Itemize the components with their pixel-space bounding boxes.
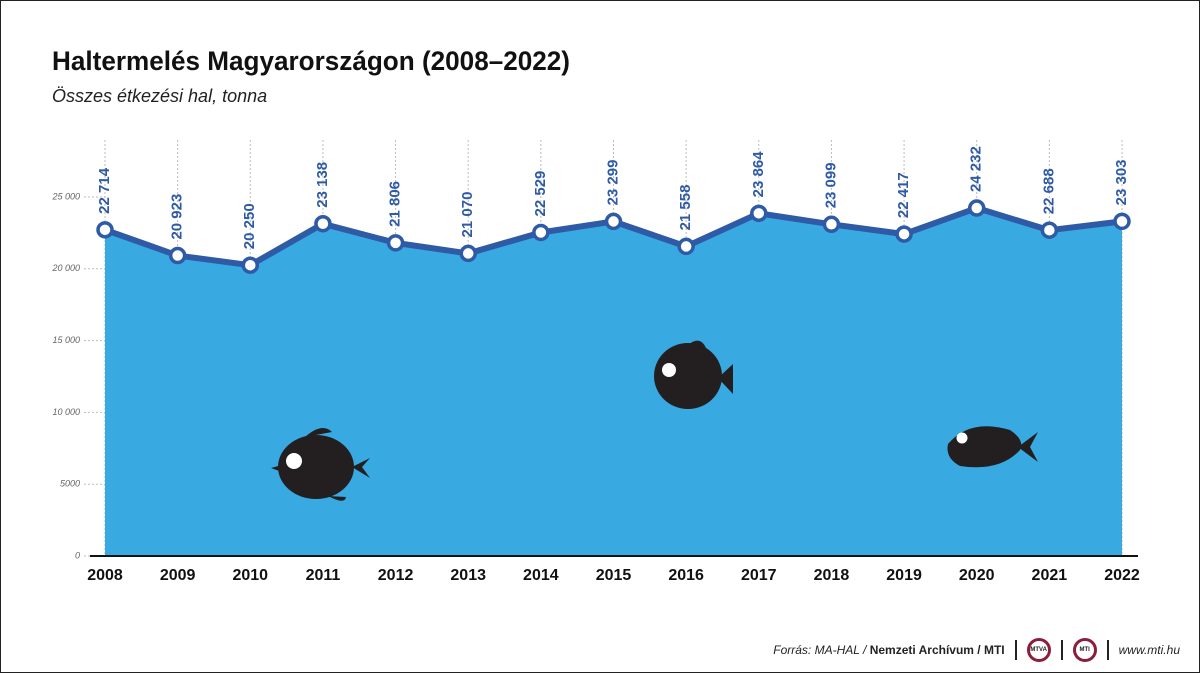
chart: Haltermelés Magyarországon (2008–2022) Ö… xyxy=(51,46,1140,584)
x-tick-label: 2013 xyxy=(450,567,486,584)
point xyxy=(604,212,623,231)
x-tick-label: 2014 xyxy=(523,567,559,584)
point xyxy=(677,237,695,256)
value-label: 23 303 xyxy=(1113,159,1130,205)
value-label: 23 864 xyxy=(750,151,767,198)
footer: Forrás: MA-HAL / Nemzeti Archívum / MTI … xyxy=(600,636,1180,664)
x-tick-label: 2016 xyxy=(668,567,704,584)
value-label: 23 138 xyxy=(314,162,331,208)
x-tick-label: 2011 xyxy=(306,567,341,584)
x-tick-label: 2018 xyxy=(814,567,850,584)
separator xyxy=(1060,640,1063,660)
value-label: 20 923 xyxy=(169,194,186,240)
value-label: 23 299 xyxy=(604,160,621,206)
point xyxy=(750,204,768,223)
point xyxy=(459,244,477,263)
value-label: 21 806 xyxy=(387,181,404,227)
value-label: 21 070 xyxy=(459,192,476,238)
y-tick-label: 5000 xyxy=(60,479,80,489)
x-tick-label: 2020 xyxy=(959,567,995,584)
value-label: 21 558 xyxy=(677,185,694,231)
x-tick-label: 2012 xyxy=(378,567,414,584)
value-label: 22 714 xyxy=(96,167,113,214)
x-tick-label: 2022 xyxy=(1104,567,1140,584)
chart-title: Haltermelés Magyarországon (2008–2022) xyxy=(52,46,570,76)
point xyxy=(822,215,841,234)
x-tick-label: 2017 xyxy=(741,567,777,584)
logo: MTI xyxy=(1072,638,1097,662)
point xyxy=(967,199,986,217)
fish-decoration xyxy=(271,340,1038,501)
archive-text: Nemzeti Archívum / MTI xyxy=(869,643,1005,657)
y-tick-label: 25 000 xyxy=(51,191,80,201)
point xyxy=(386,234,405,252)
value-label: 22 529 xyxy=(532,171,549,217)
logo: MTVA xyxy=(1026,638,1051,662)
y-tick-label: 10 000 xyxy=(52,407,80,417)
url: www.mti.hu xyxy=(1118,643,1180,657)
value-label: 20 250 xyxy=(241,203,258,249)
point xyxy=(96,221,114,239)
separator xyxy=(1014,640,1017,660)
plot: 2008 2009 2010 2011 2012 2013 2014 2015 2016 2017… xyxy=(87,146,1140,584)
source-text: Forrás: MA-HAL / xyxy=(773,643,870,657)
chart-subtitle: Összes étkezési hal, tonna xyxy=(52,86,267,106)
y-tick-label: 0 xyxy=(75,550,80,560)
x-tick-label: 2019 xyxy=(886,567,922,584)
x-tick-label: 2021 xyxy=(1032,567,1068,584)
value-label: 22 688 xyxy=(1040,168,1057,214)
value-label: 24 232 xyxy=(968,146,985,192)
x-tick-label: 2009 xyxy=(160,567,196,584)
separator xyxy=(1106,640,1109,660)
point xyxy=(168,246,187,265)
point xyxy=(1113,212,1131,231)
point xyxy=(895,225,913,243)
value-label: 22 417 xyxy=(895,172,912,218)
source: Forrás: MA-HAL / Nemzeti Archívum / MTI xyxy=(773,643,1004,657)
y-tick-label: 20 000 xyxy=(51,263,80,273)
point xyxy=(532,223,550,242)
x-tick-label: 2010 xyxy=(232,567,268,584)
point xyxy=(241,256,260,274)
y-tick-label: 15 000 xyxy=(52,335,80,345)
point xyxy=(1040,221,1059,239)
value-label: 23 099 xyxy=(822,162,839,208)
x-tick-label: 2015 xyxy=(596,567,632,584)
x-tick-label: 2008 xyxy=(87,567,123,584)
point xyxy=(314,214,332,233)
